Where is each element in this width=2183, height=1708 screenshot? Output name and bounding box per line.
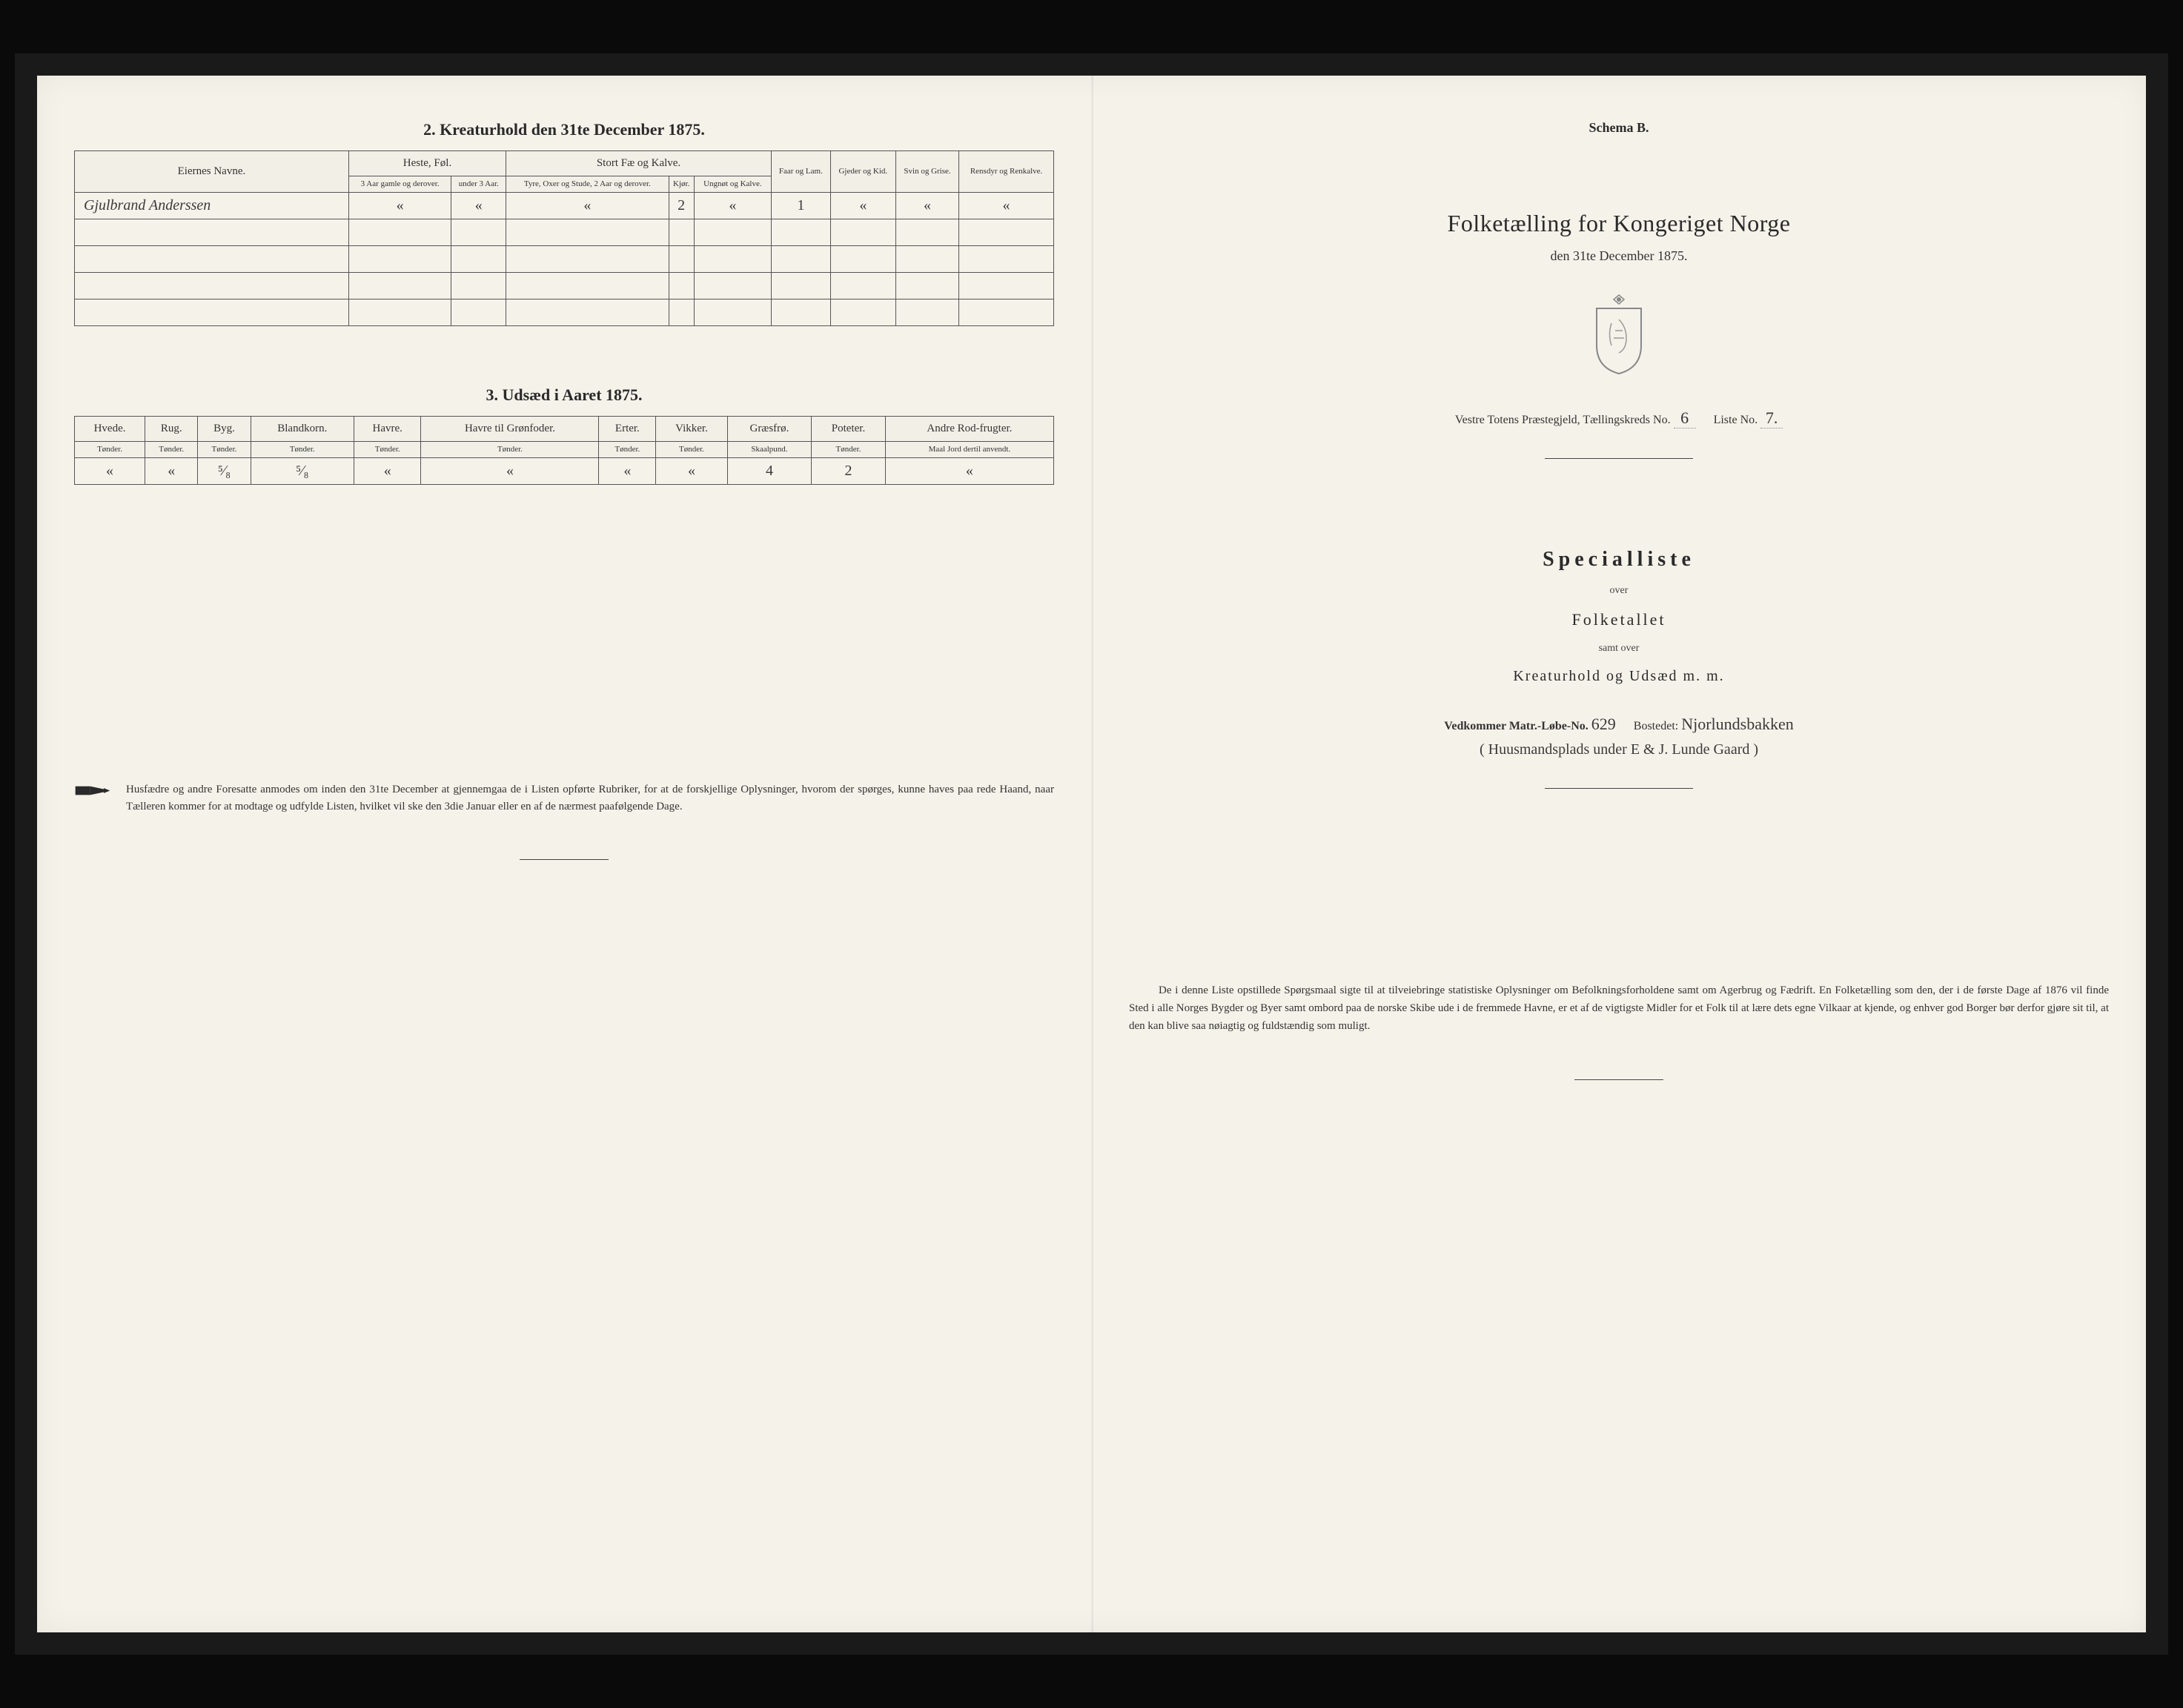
sub-tonder: Tønder. <box>75 442 145 458</box>
col-tyre: Tyre, Oxer og Stude, 2 Aar og derover. <box>506 176 669 193</box>
col-heste-under3: under 3 Aar. <box>451 176 506 193</box>
table-kreaturhold: Eiernes Navne. Heste, Føl. Stort Fæ og K… <box>74 150 1054 326</box>
section3-title: 3. Udsæd i Aaret 1875. <box>74 385 1054 405</box>
table-row <box>75 273 1054 299</box>
scan-frame: 2. Kreaturhold den 31te December 1875. E… <box>15 53 2168 1655</box>
col-stort-group: Stort Fæ og Kalve. <box>506 151 772 176</box>
divider <box>1545 458 1693 459</box>
cell-value: 2 <box>669 193 694 219</box>
col-rod: Andre Rod-frugter. <box>885 417 1053 442</box>
cell-value: 1 <box>771 193 830 219</box>
district-no: 6 <box>1674 408 1696 428</box>
col-graes: Græsfrø. <box>727 417 811 442</box>
col-gjeder: Gjeder og Kid. <box>830 151 895 193</box>
cell-value: 2 <box>812 458 886 485</box>
cell-value: 4 <box>727 458 811 485</box>
over-label: over <box>1129 585 2109 597</box>
vedkommer-line: Vedkommer Matr.-Løbe-No. 629 Bostedet: N… <box>1129 715 2109 734</box>
kreatur-label: Kreaturhold og Udsæd m. m. <box>1129 668 2109 685</box>
section2-title: 2. Kreaturhold den 31te December 1875. <box>74 120 1054 139</box>
col-havregf: Havre til Grønfoder. <box>421 417 599 442</box>
col-byg: Byg. <box>198 417 251 442</box>
cell-value: « <box>75 458 145 485</box>
bottom-paragraph: De i denne Liste opstillede Spørgsmaal s… <box>1129 982 2109 1035</box>
sub-tonder: Tønder. <box>656 442 728 458</box>
sub-tonder: Tønder. <box>145 442 198 458</box>
liste-label: Liste No. <box>1714 414 1758 426</box>
col-rens: Rensdyr og Renkalve. <box>959 151 1054 193</box>
liste-no: 7. <box>1760 408 1783 428</box>
right-page: Schema B. Folketælling for Kongeriget No… <box>1092 76 2146 1632</box>
divider <box>1574 1079 1663 1080</box>
cell-value: « <box>348 193 451 219</box>
cell-eier-name: Gjulbrand Anderssen <box>75 193 349 219</box>
cell-value: « <box>421 458 599 485</box>
table-row <box>75 219 1054 246</box>
cell-value: « <box>959 193 1054 219</box>
left-page: 2. Kreaturhold den 31te December 1875. E… <box>37 76 1092 1632</box>
coat-of-arms-icon <box>1129 294 2109 379</box>
bosted-value: Njorlundsbakken <box>1681 715 1794 733</box>
col-heste-3aar: 3 Aar gamle og derover. <box>348 176 451 193</box>
folketallet-label: Folketallet <box>1129 610 2109 629</box>
col-erter: Erter. <box>599 417 656 442</box>
samt-label: samt over <box>1129 643 2109 655</box>
cell-value: « <box>506 193 669 219</box>
district-prefix: Vestre Totens Præstegjeld, Tællingskreds… <box>1455 414 1671 426</box>
col-havre: Havre. <box>354 417 420 442</box>
divider <box>520 859 609 860</box>
divider <box>1545 788 1693 789</box>
cell-value: « <box>145 458 198 485</box>
table-row <box>75 246 1054 273</box>
cell-value: ⁵⁄₈ <box>198 458 251 485</box>
cell-value: « <box>830 193 895 219</box>
col-ungnot: Ungnøt og Kalve. <box>694 176 771 193</box>
sub-tonder: Tønder. <box>198 442 251 458</box>
col-bland: Blandkorn. <box>251 417 354 442</box>
sub-tonder: Tønder. <box>599 442 656 458</box>
cell-value: ⁵⁄₈ <box>251 458 354 485</box>
cell-value: « <box>895 193 958 219</box>
table-row <box>75 299 1054 326</box>
col-svin: Svin og Grise. <box>895 151 958 193</box>
main-title: Folketælling for Kongeriget Norge <box>1129 210 2109 237</box>
sub-tonder: Tønder. <box>354 442 420 458</box>
col-poteter: Poteter. <box>812 417 886 442</box>
col-heste-group: Heste, Føl. <box>348 151 506 176</box>
col-kjor: Kjør. <box>669 176 694 193</box>
sub-tonder: Tønder. <box>421 442 599 458</box>
col-hvede: Hvede. <box>75 417 145 442</box>
sub-title: den 31te December 1875. <box>1129 248 2109 264</box>
specialliste-title: Specialliste <box>1129 548 2109 572</box>
cell-value: « <box>599 458 656 485</box>
pointing-hand-icon <box>74 781 111 804</box>
handwritten-note: ( Huusmandsplads under E & J. Lunde Gaar… <box>1129 741 2109 758</box>
sub-tonder: Tønder. <box>812 442 886 458</box>
cell-value: « <box>885 458 1053 485</box>
cell-value: « <box>354 458 420 485</box>
col-rug: Rug. <box>145 417 198 442</box>
col-vikker: Vikker. <box>656 417 728 442</box>
bosted-label: Bostedet: <box>1634 720 1678 732</box>
col-faar: Faar og Lam. <box>771 151 830 193</box>
footnote-block: Husfædre og andre Foresatte anmodes om i… <box>74 781 1054 815</box>
matr-no: 629 <box>1591 715 1616 733</box>
schema-label: Schema B. <box>1129 120 2109 136</box>
cell-value: « <box>656 458 728 485</box>
sub-skaal: Skaalpund. <box>727 442 811 458</box>
cell-value: « <box>451 193 506 219</box>
sub-maal: Maal Jord dertil anvendt. <box>885 442 1053 458</box>
table-row: « « ⁵⁄₈ ⁵⁄₈ « « « « 4 2 « <box>75 458 1054 485</box>
col-eier: Eiernes Navne. <box>75 151 349 193</box>
document-paper: 2. Kreaturhold den 31te December 1875. E… <box>37 76 2146 1632</box>
table-row: Gjulbrand Anderssen « « « 2 « 1 « « « <box>75 193 1054 219</box>
footnote-text: Husfædre og andre Foresatte anmodes om i… <box>126 781 1054 815</box>
cell-value: « <box>694 193 771 219</box>
vedkommer-label: Vedkommer Matr.-Løbe-No. <box>1444 720 1589 732</box>
table-udsaed: Hvede. Rug. Byg. Blandkorn. Havre. Havre… <box>74 416 1054 485</box>
sub-tonder: Tønder. <box>251 442 354 458</box>
district-line: Vestre Totens Præstegjeld, Tællingskreds… <box>1129 408 2109 428</box>
